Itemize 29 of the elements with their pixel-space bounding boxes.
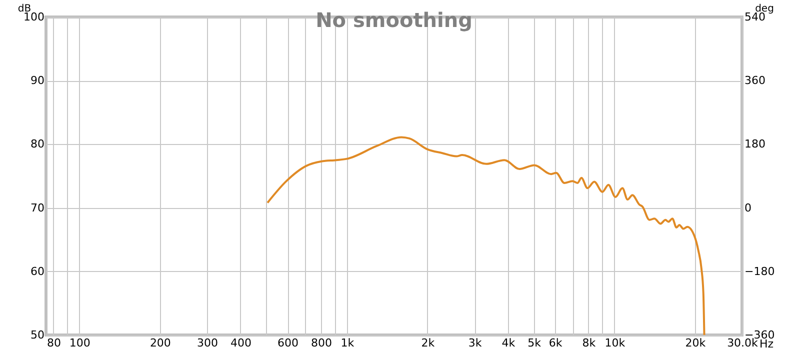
x-tick-label: 1k: [340, 336, 355, 350]
x-tick-label: 8k: [582, 336, 596, 350]
y2-tick-label: 360: [744, 74, 766, 88]
x-tick-label: 6k: [548, 336, 563, 350]
x-tick-label: 3k: [468, 336, 482, 350]
x-tick-label: 200: [150, 336, 171, 350]
y-tick-label: 60: [30, 264, 44, 278]
x-tick-label: 300: [197, 336, 218, 350]
x-tick-label: 100: [69, 336, 90, 350]
chart-title: No smoothing: [316, 8, 472, 32]
y2-tick-label: 540: [744, 10, 766, 24]
x-tick-label: 20k: [685, 336, 706, 350]
y2-tick-label: −180: [744, 264, 775, 278]
y-tick-label: 50: [30, 328, 44, 342]
x-tick-label: 600: [278, 336, 299, 350]
x-tick-label: 5k: [528, 336, 542, 350]
x-tick-label: 4k: [502, 336, 516, 350]
x-axis-title: Hz: [760, 338, 774, 350]
x-tick-label: 80: [46, 336, 61, 350]
y-tick-label: 70: [30, 201, 44, 214]
x-tick-label: 10k: [604, 336, 626, 350]
y2-tick-label: 0: [744, 201, 752, 214]
x-tick-label: 2k: [421, 336, 436, 350]
x-tick-label: 800: [310, 336, 332, 350]
y-tick-label: 80: [30, 138, 44, 151]
y-tick-label: 90: [30, 74, 44, 88]
y2-tick-label: 180: [744, 138, 766, 151]
y-tick-label: 100: [24, 10, 44, 24]
x-tick-label: 400: [230, 336, 252, 350]
